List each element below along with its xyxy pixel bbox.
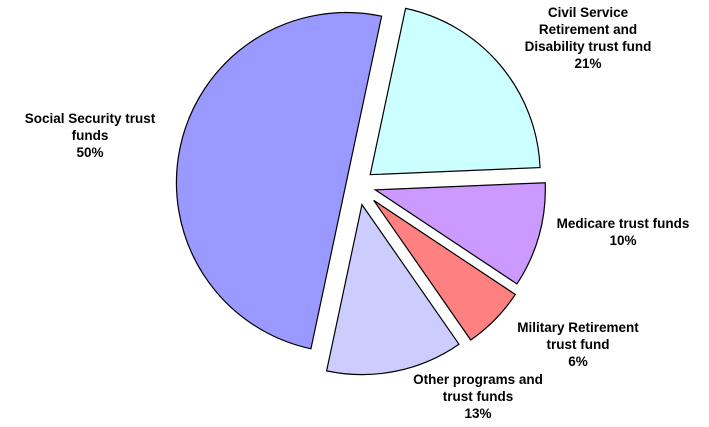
label-civil-service-line-1: Civil Service xyxy=(547,5,629,20)
slice-medicare[interactable] xyxy=(373,182,546,285)
label-medicare: Medicare trust funds 10% xyxy=(538,215,708,249)
label-medicare-line-1: Medicare trust funds xyxy=(556,216,690,231)
slice-civil-service[interactable] xyxy=(369,7,541,176)
label-medicare-pct: 10% xyxy=(609,233,637,248)
label-other-line-1: Other programs and xyxy=(413,372,543,387)
label-social-security: Social Security trust funds 50% xyxy=(8,110,172,161)
label-military-line-2: trust fund xyxy=(546,337,610,352)
label-civil-service-line-2: Retirement and xyxy=(538,22,638,37)
label-other-line-2: trust funds xyxy=(442,389,514,404)
label-military-pct: 6% xyxy=(568,354,588,369)
label-military-retirement: Military Retirement trust fund 6% xyxy=(488,319,668,370)
slice-other-programs[interactable] xyxy=(325,203,460,376)
label-civil-service-pct: 21% xyxy=(574,56,602,71)
label-civil-service: Civil Service Retirement and Disability … xyxy=(488,4,688,72)
slice-military-retirement[interactable] xyxy=(373,199,517,341)
label-social-security-line-1: Social Security trust xyxy=(24,111,156,126)
slice-social-security[interactable] xyxy=(175,11,383,350)
label-other-pct: 13% xyxy=(464,406,492,421)
label-military-line-1: Military Retirement xyxy=(517,320,639,335)
label-civil-service-line-3: Disability trust fund xyxy=(524,39,652,54)
label-social-security-line-2: funds xyxy=(71,128,109,143)
label-other-programs: Other programs and trust funds 13% xyxy=(388,371,568,422)
label-social-security-pct: 50% xyxy=(76,145,104,160)
